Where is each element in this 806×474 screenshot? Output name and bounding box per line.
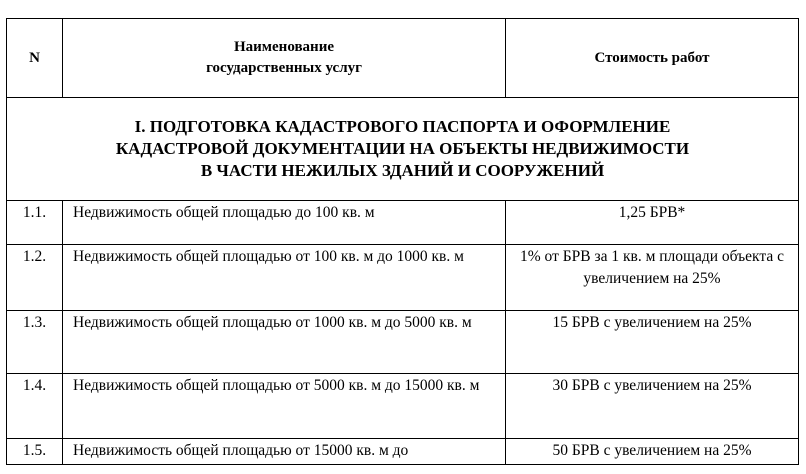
row-cost: 1,25 БРВ* [505,200,799,245]
row-cost: 1% от БРВ за 1 кв. м площади объекта с у… [505,244,799,311]
section-row: I. ПОДГОТОВКА КАДАСТРОВОГО ПАСПОРТА И ОФ… [6,97,799,201]
header-cost: Стоимость работ [505,18,799,98]
table-row: 1.2. Недвижимость общей площадью от 100 … [6,244,799,311]
table-row: 1.5. Недвижимость общей площадью от 1500… [6,438,799,465]
header-number: N [6,18,63,98]
row-service-name: Недвижимость общей площадью до 100 кв. м [62,200,506,245]
services-price-table: N Наименование государственных услуг Сто… [6,18,799,465]
row-service-name: Недвижимость общей площадью от 1000 кв. … [62,310,506,374]
table-row: 1.3. Недвижимость общей площадью от 1000… [6,310,799,374]
row-cost: 30 БРВ с увеличением на 25% [505,373,799,439]
table-row: 1.4. Недвижимость общей площадью от 5000… [6,373,799,439]
row-cost: 15 БРВ с увеличением на 25% [505,310,799,374]
table-header-row: N Наименование государственных услуг Сто… [6,18,799,98]
row-number: 1.2. [6,244,63,311]
row-number: 1.5. [6,438,63,465]
row-service-name: Недвижимость общей площадью от 100 кв. м… [62,244,506,311]
section-title: I. ПОДГОТОВКА КАДАСТРОВОГО ПАСПОРТА И ОФ… [6,97,799,201]
header-service-name: Наименование государственных услуг [62,18,506,98]
row-service-name: Недвижимость общей площадью от 15000 кв.… [62,438,506,465]
row-service-name: Недвижимость общей площадью от 5000 кв. … [62,373,506,439]
row-number: 1.4. [6,373,63,439]
row-cost: 50 БРВ с увеличением на 25% [505,438,799,465]
table-row: 1.1. Недвижимость общей площадью до 100 … [6,200,799,245]
row-number: 1.3. [6,310,63,374]
row-number: 1.1. [6,200,63,245]
